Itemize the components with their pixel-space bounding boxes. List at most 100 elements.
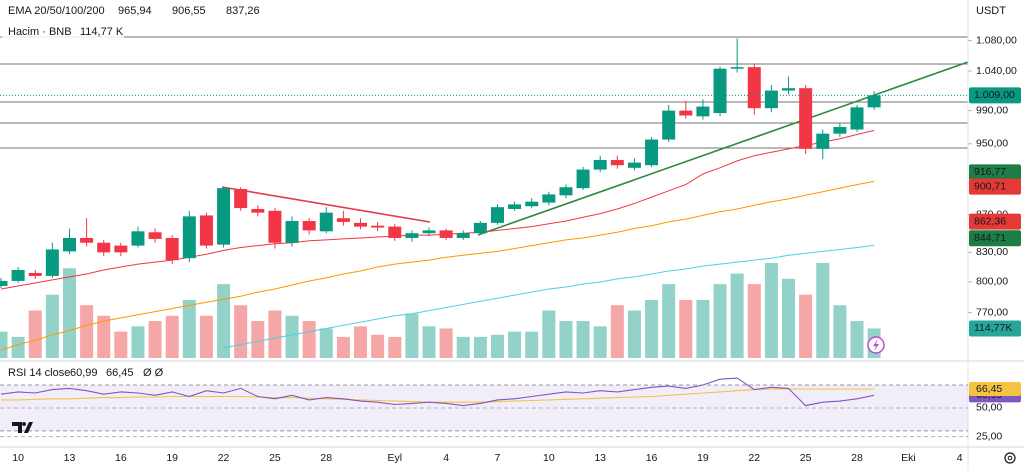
candle-body [473, 222, 487, 234]
trend-line [477, 61, 969, 236]
candle-body [114, 245, 128, 253]
volume-bar [490, 334, 504, 358]
rsi-band [0, 384, 968, 438]
volume-bar [559, 321, 573, 358]
x-tick-label: 4 [443, 452, 449, 464]
price-tag-label: 862,36 [974, 215, 1006, 227]
volume-bar [217, 284, 231, 358]
candle-body [508, 204, 522, 209]
volume-bar [627, 310, 641, 358]
candle-body [97, 242, 111, 253]
volume-bar [645, 299, 659, 358]
x-tick-label: 19 [697, 452, 709, 464]
y-tick-label: 1.080,00 [976, 34, 1017, 46]
price-tag [969, 230, 1021, 247]
volume-bar [713, 284, 727, 358]
volume-bar [97, 315, 111, 358]
price-tag-label: 1.009,00 [974, 89, 1015, 101]
candle-body [679, 110, 693, 116]
volume-bar [182, 299, 196, 358]
volume-bar [199, 315, 213, 358]
x-tick-label: 25 [269, 452, 281, 464]
candle-body [662, 110, 676, 140]
candle-body [45, 249, 59, 276]
candle-body [696, 106, 710, 117]
y-tick-label: 990,00 [976, 104, 1008, 116]
logo [12, 422, 33, 433]
candle-body [422, 230, 436, 234]
volume-title: Hacim · BNB [8, 26, 72, 38]
candle-body [268, 210, 282, 243]
rsi-value: 60,99 [70, 367, 98, 379]
y-tick-label: 950,00 [976, 138, 1008, 150]
ema-title: EMA 20/50/100/200 [8, 5, 105, 17]
candle-body [0, 280, 8, 286]
y-tick-label: 830,00 [976, 246, 1008, 258]
volume-bar [525, 331, 539, 358]
x-tick-label: 28 [320, 452, 332, 464]
flash-icon [867, 336, 885, 354]
y-tick-label: 800,00 [976, 276, 1008, 288]
x-tick-label: 25 [800, 452, 812, 464]
x-tick-label: 13 [594, 452, 606, 464]
volume-bar [764, 263, 778, 358]
volume-tag-label: 114,77K [974, 322, 1012, 334]
legend-bg [2, 2, 240, 19]
volume-bar [799, 294, 813, 358]
x-tick-label: 19 [166, 452, 178, 464]
ema-value: 965,94 [118, 5, 152, 17]
candle-body [799, 88, 813, 149]
candle-body [234, 189, 248, 209]
rsi-tag [969, 382, 1021, 397]
gear[interactable] [1004, 452, 1016, 464]
volume-value: 114,77 K [80, 26, 124, 38]
drawings [0, 36, 969, 236]
volume-bar [80, 305, 94, 358]
volume-tag [969, 320, 1021, 337]
candle-body [610, 160, 624, 166]
candle-body [490, 207, 504, 223]
ema-line [223, 244, 875, 349]
volume-bar [234, 305, 248, 358]
candle-body [782, 88, 796, 91]
rsi-ma-value: 66,45 [106, 367, 134, 379]
volume-bar [251, 321, 265, 358]
volume-bar [285, 315, 299, 358]
volume-bar [833, 305, 847, 358]
volume-bar [114, 331, 128, 358]
ema-value: 906,55 [172, 5, 206, 17]
y-tick-label: 1.040,00 [976, 65, 1017, 77]
x-tick-label: 7 [495, 452, 501, 464]
candle-body [336, 218, 350, 222]
volume-bar [28, 310, 42, 358]
candle-body [131, 231, 145, 246]
gear-center [1007, 455, 1013, 461]
rsi-ma-line [1, 388, 875, 403]
volume-bar [747, 284, 761, 358]
volume-bar [302, 321, 316, 358]
rsi-tick-label: 50,00 [976, 402, 1002, 414]
candle-body [559, 187, 573, 196]
rsi-tick-label: 25,00 [976, 430, 1002, 442]
price-tag [969, 213, 1021, 230]
candle-body [816, 133, 830, 149]
volume-bar [45, 294, 59, 358]
volume-bar [11, 336, 25, 358]
volume-bar [508, 331, 522, 358]
volume-bar [456, 336, 470, 358]
candle-body [354, 222, 368, 227]
candle-body [713, 68, 727, 114]
candle-body [217, 188, 231, 245]
settings-icon[interactable] [1004, 452, 1016, 464]
volume-bar [696, 299, 710, 358]
rsi-title: RSI 14 close [8, 367, 70, 379]
currency: USDT [976, 5, 1006, 17]
x-tick-label: 16 [646, 452, 658, 464]
candle-body [525, 201, 539, 207]
candle-body [593, 160, 607, 170]
volume-bar [165, 315, 179, 358]
ema-line [0, 180, 875, 351]
x-tick-label: 28 [851, 452, 863, 464]
candle-body [542, 194, 556, 203]
volume-bar [371, 334, 385, 358]
